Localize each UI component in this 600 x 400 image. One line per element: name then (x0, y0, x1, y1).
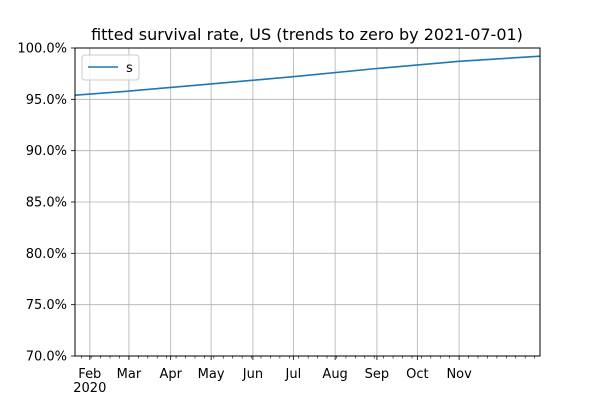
x-tick-label: May (198, 367, 225, 382)
series-line-s (74, 55, 541, 96)
x-tick-label: Aug (322, 367, 347, 382)
x-tick-label: Nov (446, 367, 472, 382)
y-tick-label: 70.0% (26, 350, 67, 365)
x-tick-label: Jul (285, 367, 302, 382)
y-tick-label: 75.0% (26, 298, 67, 313)
x-year-label: 2020 (73, 381, 106, 396)
y-tick-label: 90.0% (26, 144, 67, 159)
y-tick-label: 85.0% (26, 196, 67, 211)
y-tick-label: 80.0% (26, 247, 67, 262)
x-axis: Feb Mar Apr May Jun Jul Aug Sep Oct Nov (78, 356, 472, 382)
x-tick-label: Oct (406, 367, 428, 382)
x-tick-label: Jun (242, 367, 263, 382)
x-tick-label: Mar (117, 367, 142, 382)
y-tick-label: 95.0% (26, 93, 67, 108)
y-tick-label: 100.0% (17, 42, 67, 57)
x-tick-label: Feb (78, 367, 101, 382)
grid (75, 47, 540, 357)
legend-series-label: s (126, 61, 133, 76)
plot-area (74, 55, 541, 96)
chart-title: fitted survival rate, US (trends to zero… (91, 25, 523, 44)
y-axis: 70.0% 75.0% 80.0% 85.0% 90.0% 95.0% 100.0% (17, 42, 75, 365)
x-tick-label: Sep (365, 367, 390, 382)
legend: s (81, 54, 140, 81)
x-tick-label: Apr (159, 367, 182, 382)
